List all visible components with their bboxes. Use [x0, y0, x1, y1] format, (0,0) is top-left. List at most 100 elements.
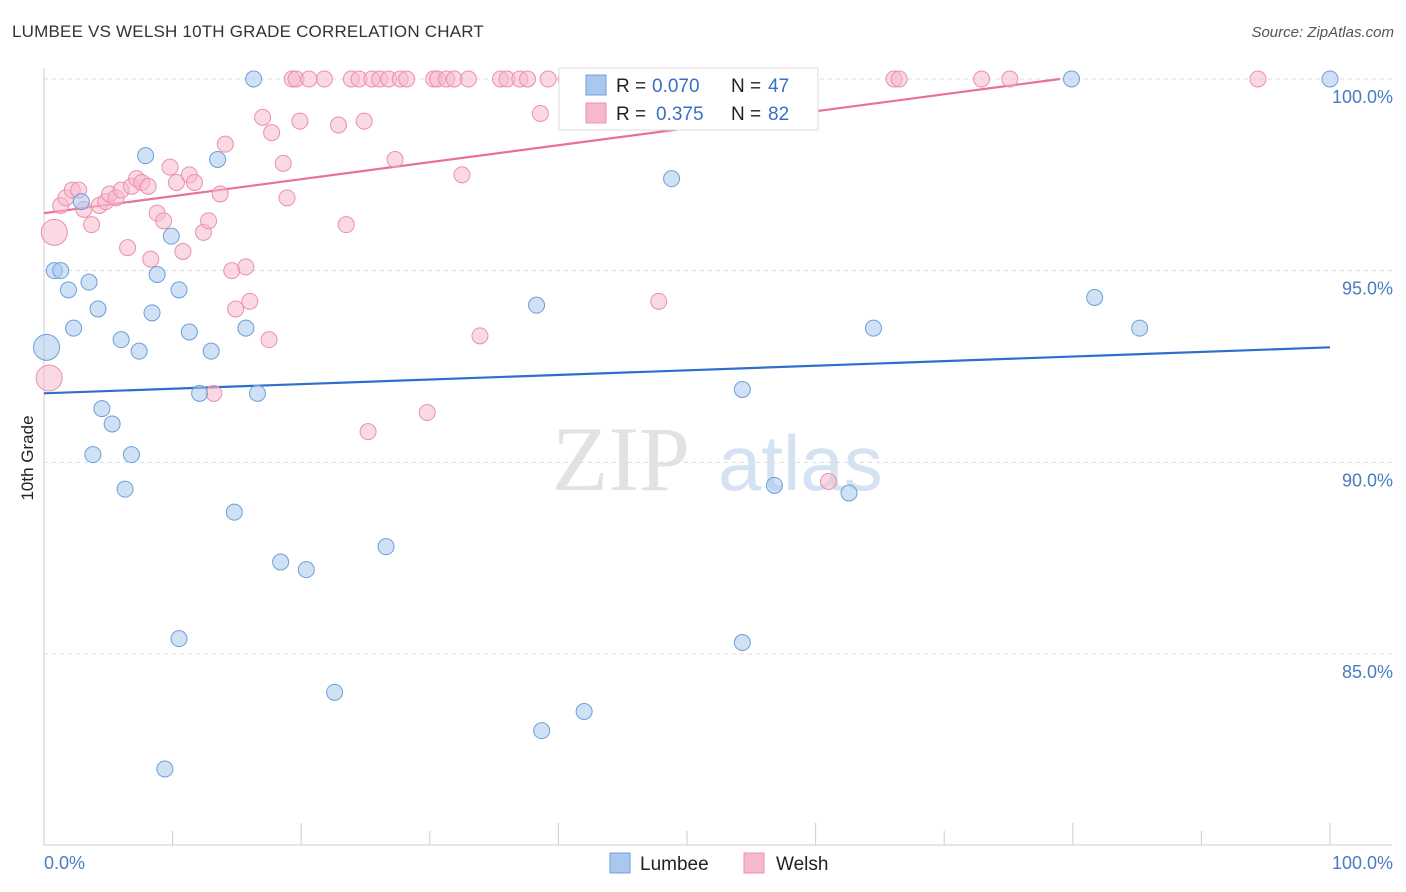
watermark-atlas: atlas [718, 419, 883, 507]
lumbee-point [59, 281, 77, 299]
welsh-point [241, 292, 259, 310]
welsh-trend-line [43, 77, 1061, 215]
welsh-point [278, 189, 296, 207]
lumbee-point [209, 151, 227, 168]
lumbee-point [1086, 289, 1104, 306]
lumbee-point [1321, 70, 1339, 88]
welsh-point [155, 212, 173, 230]
welsh-point [300, 70, 318, 88]
welsh-point [223, 262, 241, 280]
welsh-point [890, 70, 908, 88]
welsh-point [185, 174, 203, 191]
welsh-point [519, 70, 537, 88]
lumbee-point [272, 553, 290, 571]
legend-welsh-n-value: 82 [768, 104, 789, 125]
legend-welsh-n-label: N = [731, 104, 761, 125]
lumbee-point [575, 703, 593, 720]
lumbee-point [116, 480, 134, 498]
lumbee-point [1131, 319, 1149, 337]
welsh-point [254, 108, 272, 126]
bottom-legend-lumbee: Lumbee [640, 854, 709, 875]
welsh-point [386, 151, 404, 168]
lumbee-point [663, 170, 681, 188]
lumbee-point [65, 319, 83, 337]
welsh-point [227, 300, 245, 318]
welsh-point [83, 216, 101, 234]
legend-lumbee-r-value: 0.070 [652, 76, 700, 97]
welsh-point [471, 327, 489, 345]
legend-lumbee-n-label: N = [731, 76, 761, 97]
welsh-point [167, 174, 185, 191]
lumbee-point [170, 630, 188, 648]
lumbee-point [162, 227, 180, 245]
welsh-point [200, 212, 218, 230]
lumbee-point [533, 722, 551, 740]
welsh-point [355, 112, 373, 130]
lumbee-point [765, 476, 783, 494]
y-tick-label: 95.0% [1342, 279, 1393, 299]
grid-layer [44, 78, 1392, 655]
welsh-point [459, 70, 477, 88]
legend-swatch-welsh [585, 102, 607, 124]
x-tick-label-min: 0.0% [44, 853, 85, 873]
welsh-point [211, 185, 229, 203]
y-axis-label: 10th Grade [18, 415, 37, 500]
welsh-point [819, 473, 837, 490]
welsh-point [418, 404, 436, 421]
welsh-point [539, 70, 557, 88]
lumbee-point [1063, 70, 1081, 88]
welsh-point [291, 112, 309, 130]
welsh-point [445, 70, 463, 88]
welsh-point [263, 124, 281, 142]
lumbee-point [143, 304, 161, 322]
legend-lumbee-r-label: R = [616, 76, 646, 97]
welsh-point [329, 116, 347, 134]
lumbee-point [733, 381, 751, 398]
axis-layer: 85.0% 90.0% 95.0% 100.0% 0.0% 100.0% [43, 68, 1393, 873]
y-tick-label: 85.0% [1342, 662, 1393, 682]
bottom-legend-swatch-welsh [743, 852, 765, 874]
lumbee-point [733, 634, 751, 651]
welsh-point [40, 218, 68, 246]
lumbee-point [864, 319, 882, 337]
lumbee-point [528, 296, 546, 314]
welsh-point [205, 384, 223, 402]
lumbee-point [122, 446, 140, 464]
welsh-point [35, 364, 63, 392]
welsh-point [972, 70, 990, 88]
welsh-point [453, 166, 471, 184]
welsh-point [398, 70, 416, 88]
welsh-point [1001, 70, 1019, 88]
welsh-point [315, 70, 333, 88]
lumbee-point [225, 503, 243, 521]
welsh-point [237, 258, 255, 276]
bottom-legend: Lumbee Welsh [609, 852, 828, 875]
lumbee-point [103, 415, 121, 433]
lumbee-point [297, 561, 315, 579]
lumbee-point [191, 384, 209, 402]
welsh-point [337, 216, 355, 234]
legend-swatch-lumbee [585, 74, 607, 96]
bottom-legend-welsh: Welsh [776, 854, 828, 875]
lumbee-point [112, 331, 130, 349]
lumbee-point [72, 193, 90, 211]
welsh-point [359, 423, 377, 441]
top-legend: R = 0.070 N = 47 R = 0.375 N = 82 [558, 67, 819, 131]
welsh-point [142, 250, 160, 268]
lumbee-point [840, 484, 858, 502]
lumbee-point [33, 333, 61, 361]
lumbee-point [170, 281, 188, 299]
lumbee-point [137, 147, 155, 165]
lumbee-point [84, 446, 102, 464]
y-tick-label: 100.0% [1332, 87, 1393, 107]
lumbee-point [89, 300, 107, 318]
lumbee-point [326, 683, 344, 701]
welsh-point [139, 177, 157, 195]
lumbee-point [248, 384, 266, 402]
welsh-point [650, 292, 668, 310]
lumbee-point [156, 760, 174, 778]
lumbee-point [52, 262, 70, 280]
lumbee-point [80, 273, 98, 291]
watermark-zip: ZIP [552, 408, 690, 510]
